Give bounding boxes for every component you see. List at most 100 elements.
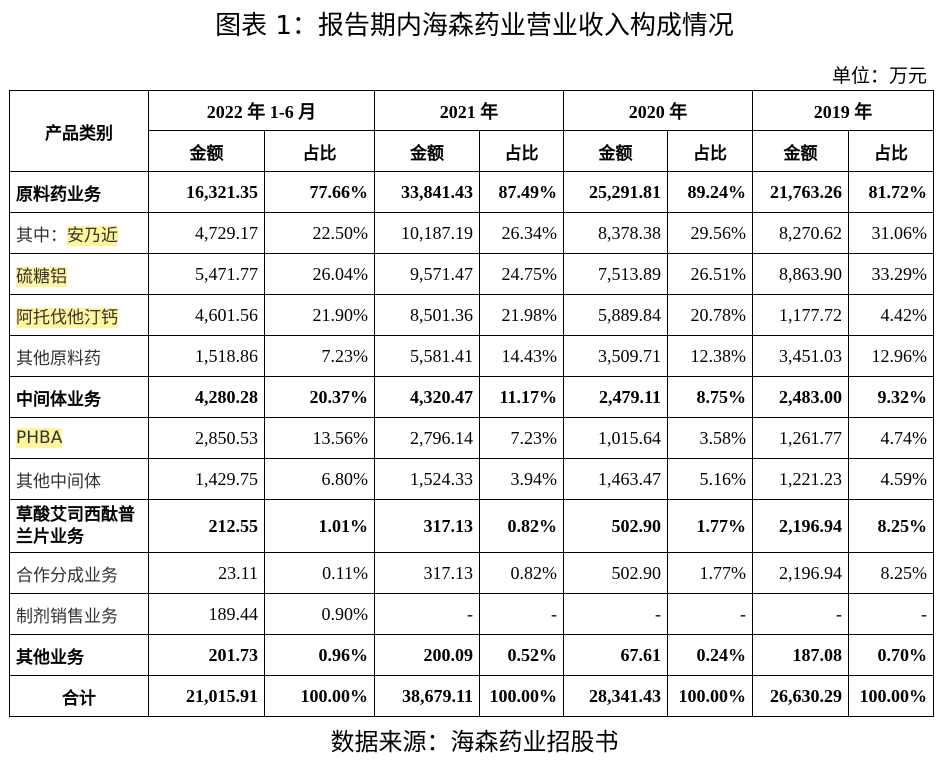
amount-cell: 2,796.14 — [374, 417, 480, 459]
row-category: 其他业务 — [9, 634, 149, 676]
data-source: 数据来源：海森药业招股书 — [330, 728, 619, 756]
amount-cell: 502.90 — [563, 552, 668, 594]
amount-cell: 21,763.26 — [752, 171, 849, 213]
table-row: 制剂销售业务 189.44 0.90% - - - - - - — [9, 593, 934, 635]
row-label: 其他业务 — [16, 647, 84, 668]
amount-cell: 189.44 — [148, 593, 265, 635]
row-label: 其他中间体 — [16, 471, 101, 492]
row-category: 制剂销售业务 — [9, 593, 149, 635]
share-cell: 0.52% — [479, 634, 564, 676]
header-amount: 金额 — [752, 130, 849, 172]
row-label: 制剂销售业务 — [16, 606, 118, 627]
header-share: 占比 — [667, 130, 753, 172]
share-cell: 26.34% — [479, 212, 564, 254]
header-amount: 金额 — [148, 130, 265, 172]
amount-cell: 4,320.47 — [374, 376, 480, 418]
amount-cell: 2,483.00 — [752, 376, 849, 418]
amount-cell: 2,196.94 — [752, 499, 849, 553]
share-cell: - — [848, 593, 934, 635]
share-cell: 4.42% — [848, 294, 934, 336]
amount-cell: 1,015.64 — [563, 417, 668, 459]
amount-cell: 23.11 — [148, 552, 265, 594]
row-label: 草酸艾司西酞普兰片业务 — [16, 505, 135, 547]
row-label: 合计 — [62, 688, 96, 709]
amount-cell: 2,850.53 — [148, 417, 265, 459]
share-cell: 4.74% — [848, 417, 934, 459]
share-cell: 22.50% — [264, 212, 375, 254]
share-cell: 9.32% — [848, 376, 934, 418]
amount-cell: 212.55 — [148, 499, 265, 553]
share-cell: 4.59% — [848, 458, 934, 500]
header-period: 2020 年 — [563, 90, 753, 131]
header-row-metrics: 金额 占比 金额 占比 金额 占比 金额 占比 — [10, 130, 934, 172]
amount-cell: 5,581.41 — [374, 335, 480, 377]
amount-cell: 4,729.17 — [148, 212, 265, 254]
share-cell: 7.23% — [264, 335, 375, 377]
amount-cell: 5,471.77 — [148, 253, 265, 295]
amount-cell: 4,280.28 — [148, 376, 265, 418]
row-category: 合计 — [9, 675, 149, 717]
share-cell: 5.16% — [667, 458, 753, 500]
share-cell: 100.00% — [479, 675, 564, 717]
share-cell: 8.25% — [848, 499, 934, 553]
amount-cell: 1,524.33 — [374, 458, 480, 500]
share-cell: 89.24% — [667, 171, 753, 213]
share-cell: 26.04% — [264, 253, 375, 295]
row-category: 硫糖铝 — [9, 253, 149, 295]
share-cell: 87.49% — [479, 171, 564, 213]
amount-cell: 200.09 — [374, 634, 480, 676]
header-row-periods: 产品类别 2022 年 1-6 月 2021 年 2020 年 2019 年 — [9, 90, 934, 172]
header-amount: 金额 — [563, 130, 668, 172]
revenue-table: 产品类别 2022 年 1-6 月 2021 年 2020 年 2019 年 金… — [9, 90, 934, 717]
amount-cell: 25,291.81 — [563, 171, 668, 213]
share-cell: 1.77% — [667, 552, 753, 594]
amount-cell: 26,630.29 — [752, 675, 849, 717]
amount-cell: 8,270.62 — [752, 212, 849, 254]
table-row: 其他中间体 1,429.75 6.80% 1,524.33 3.94% 1,463.47 5… — [9, 458, 934, 500]
share-cell: 12.96% — [848, 335, 934, 377]
amount-cell: 317.13 — [374, 499, 480, 553]
amount-cell: 67.61 — [563, 634, 668, 676]
row-category: 其中：安乃近 — [9, 212, 149, 254]
share-cell: 7.23% — [479, 417, 564, 459]
share-cell: 8.75% — [667, 376, 753, 418]
table-row: 草酸艾司西酞普兰片业务 212.55 1.01% 317.13 0.82% 502.90 1… — [9, 499, 934, 553]
amount-cell: 8,501.36 — [374, 294, 480, 336]
row-label: 合作分成业务 — [16, 565, 118, 586]
share-cell: 81.72% — [848, 171, 934, 213]
row-label: 阿托伐他汀钙 — [16, 307, 118, 328]
share-cell: 0.11% — [264, 552, 375, 594]
share-cell: 26.51% — [667, 253, 753, 295]
row-category: 中间体业务 — [9, 376, 149, 418]
amount-cell: 1,518.86 — [148, 335, 265, 377]
share-cell: 6.80% — [264, 458, 375, 500]
header-period: 2019 年 — [752, 90, 934, 131]
table-row: 原料药业务 16,321.35 77.66% 33,841.43 87.49% 25,29… — [9, 171, 934, 213]
amount-cell: 2,196.94 — [752, 552, 849, 594]
amount-cell: 502.90 — [563, 499, 668, 553]
amount-cell: 1,261.77 — [752, 417, 849, 459]
amount-cell: 28,341.43 — [563, 675, 668, 717]
share-cell: 0.82% — [479, 552, 564, 594]
share-cell: 0.90% — [264, 593, 375, 635]
share-cell: 3.58% — [667, 417, 753, 459]
row-label: PHBA — [16, 428, 63, 448]
share-cell: 21.90% — [264, 294, 375, 336]
amount-cell: 317.13 — [374, 552, 480, 594]
share-cell: 100.00% — [667, 675, 753, 717]
table-row: 其中：安乃近 4,729.17 22.50% 10,187.19 26.34% 8,378… — [9, 212, 934, 254]
share-cell: 14.43% — [479, 335, 564, 377]
share-cell: 0.96% — [264, 634, 375, 676]
amount-cell: 5,889.84 — [563, 294, 668, 336]
amount-cell: 2,479.11 — [563, 376, 668, 418]
row-label: 中间体业务 — [16, 389, 101, 410]
share-cell: - — [667, 593, 753, 635]
amount-cell: 16,321.35 — [148, 171, 265, 213]
amount-cell: 187.08 — [752, 634, 849, 676]
row-label: 其他原料药 — [16, 348, 101, 369]
amount-cell: - — [563, 593, 668, 635]
amount-cell: - — [374, 593, 480, 635]
row-category: 草酸艾司西酞普兰片业务 — [9, 499, 149, 553]
header-share: 占比 — [479, 130, 564, 172]
row-category: PHBA — [9, 417, 149, 459]
